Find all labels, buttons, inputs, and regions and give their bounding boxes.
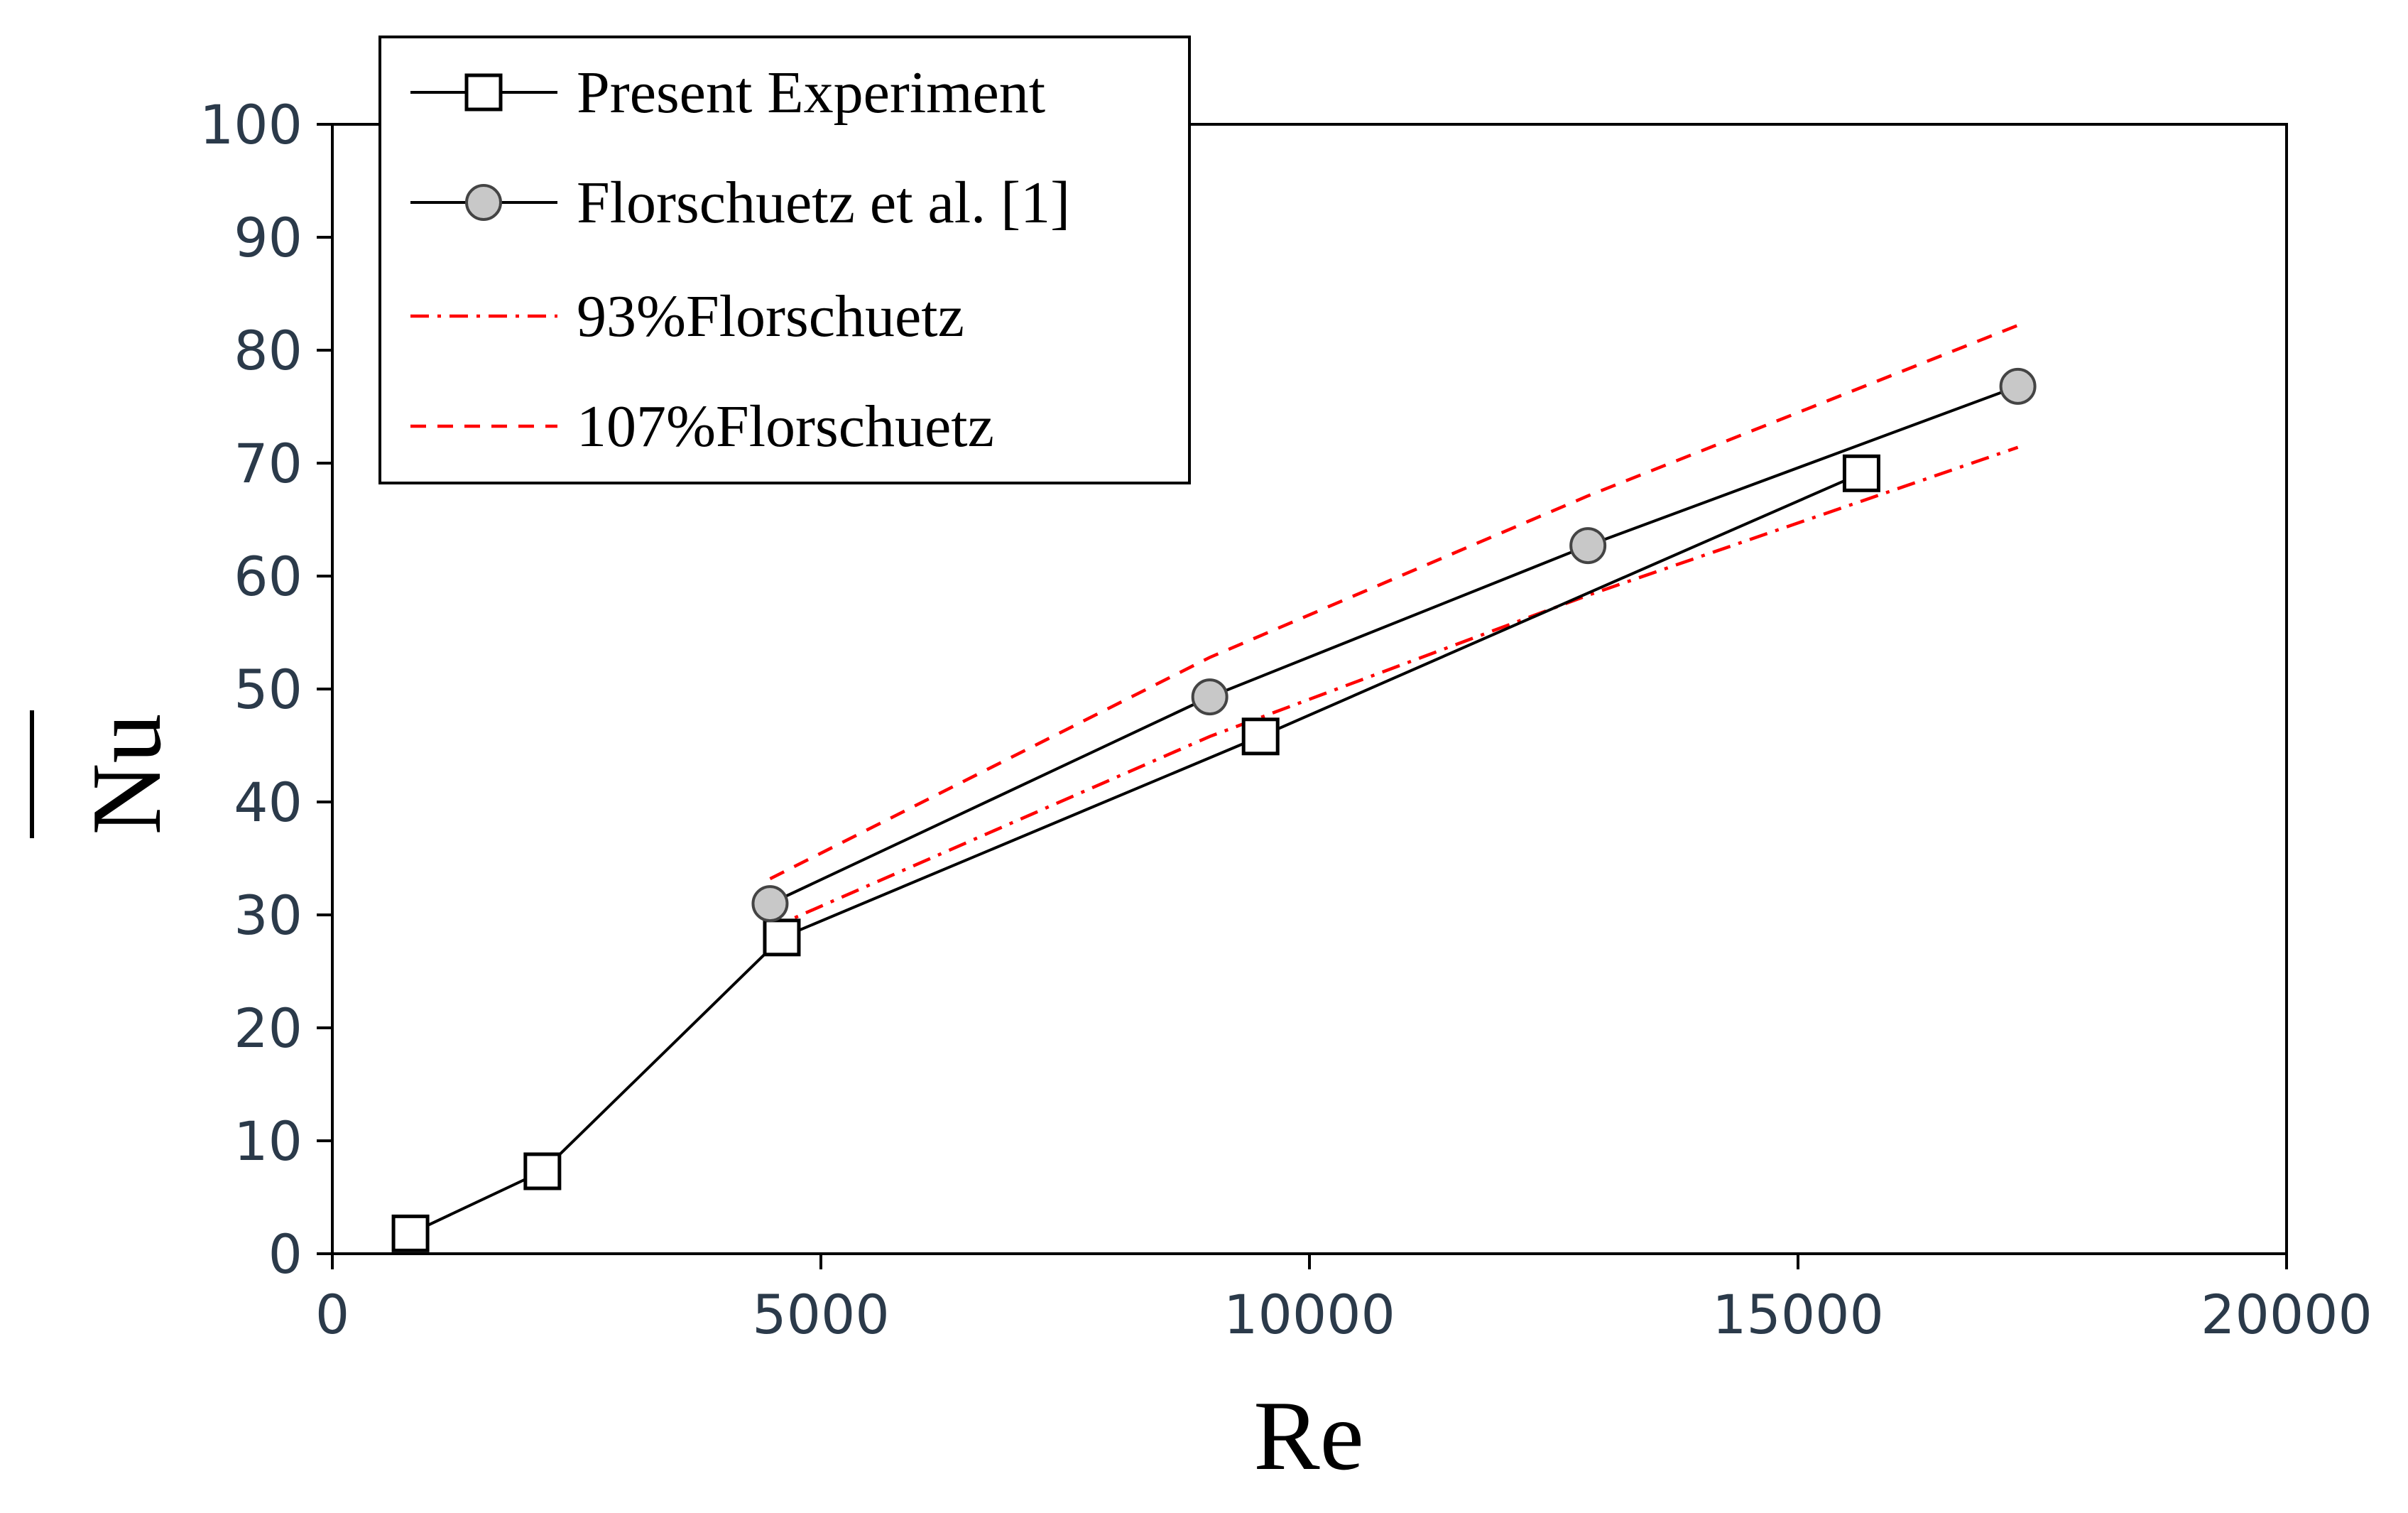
y-tick-label: 30 <box>234 884 303 947</box>
x-axis-title: Re <box>1253 1381 1364 1491</box>
legend-marker <box>465 184 502 221</box>
x-tick-label: 10000 <box>1224 1283 1395 1346</box>
data-point <box>1191 678 1228 716</box>
y-tick-label: 70 <box>234 432 303 495</box>
legend-box <box>378 36 1191 484</box>
series-line <box>410 472 1863 1235</box>
y-tick-label: 80 <box>234 319 303 382</box>
series-3 <box>769 323 2019 881</box>
x-tick-label: 20000 <box>2201 1283 2372 1346</box>
y-tick-label: 100 <box>200 93 303 156</box>
series-0 <box>391 454 1880 1252</box>
y-axis: 0 10 20 30 40 50 60 70 80 90 100 <box>200 93 332 1286</box>
series-2 <box>769 445 2019 931</box>
x-axis: 0 5000 10000 15000 20000 <box>315 1254 2372 1346</box>
series-layer <box>391 323 2037 1252</box>
y-tick-label: 90 <box>234 206 303 269</box>
data-point <box>391 1214 430 1252</box>
legend-entry: 93%Florschuetz <box>410 283 964 349</box>
legend: Present Experiment Florschuetz et al. [1]… <box>378 36 1191 484</box>
data-point <box>1241 717 1280 756</box>
y-tick-label: 0 <box>268 1222 303 1286</box>
series-line <box>769 323 2019 881</box>
data-point <box>1842 454 1880 492</box>
y-axis-title-group: Nu <box>30 710 182 838</box>
data-point <box>1999 367 2037 405</box>
y-tick-label: 50 <box>234 658 303 721</box>
legend-label: Present Experiment <box>577 60 1045 126</box>
legend-label: 93%Florschuetz <box>577 283 964 349</box>
legend-marker <box>464 73 503 112</box>
y-tick-label: 60 <box>234 545 303 608</box>
data-point <box>751 885 789 923</box>
legend-entry: 107%Florschuetz <box>410 394 994 460</box>
series-1 <box>751 367 2037 923</box>
data-point <box>763 918 801 957</box>
legend-entry: Present Experiment <box>410 60 1045 126</box>
legend-entry: Florschuetz et al. [1] <box>410 170 1070 236</box>
legend-label: Florschuetz et al. [1] <box>577 170 1070 236</box>
y-tick-label: 10 <box>234 1110 303 1173</box>
legend-label: 107%Florschuetz <box>577 394 994 460</box>
series-line <box>769 385 2019 905</box>
series-line <box>769 445 2019 931</box>
x-tick-label: 15000 <box>1712 1283 1884 1346</box>
y-tick-label: 40 <box>234 771 303 834</box>
x-tick-label: 5000 <box>752 1283 889 1346</box>
y-tick-label: 20 <box>234 997 303 1060</box>
x-tick-label: 0 <box>315 1283 349 1346</box>
data-point <box>1569 527 1607 565</box>
y-axis-title: Nu <box>72 713 182 835</box>
data-point <box>523 1152 562 1191</box>
